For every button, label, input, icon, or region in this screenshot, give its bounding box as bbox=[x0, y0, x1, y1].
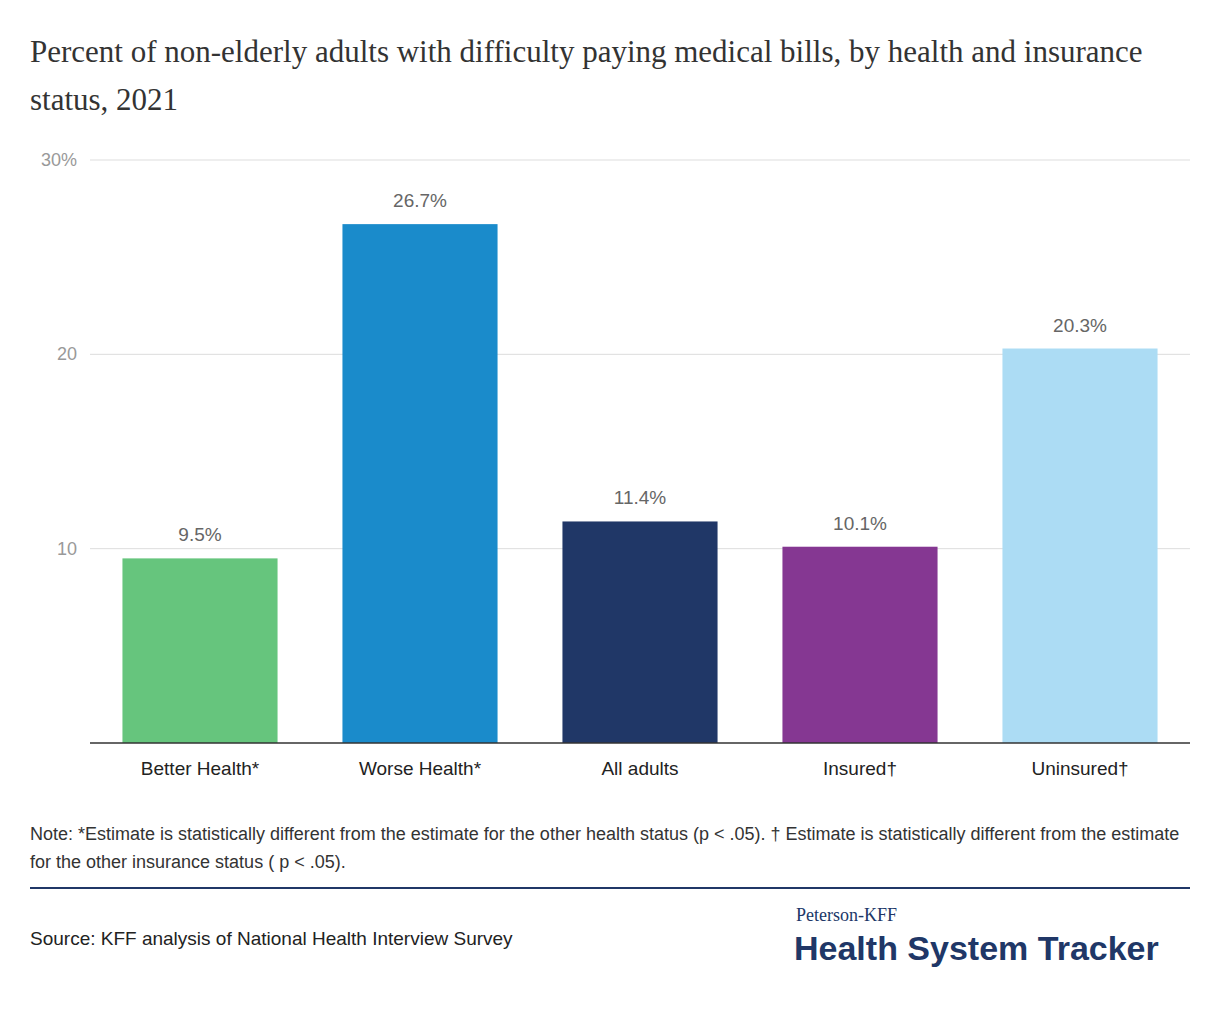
bar bbox=[562, 521, 717, 743]
category-label: Worse Health* bbox=[359, 758, 482, 779]
note: Note: *Estimate is statistically differe… bbox=[30, 820, 1195, 876]
tick-label: 30% bbox=[41, 150, 77, 170]
data-label: 20.3% bbox=[1053, 315, 1107, 336]
data-label: 11.4% bbox=[614, 487, 667, 508]
data-label: 26.7% bbox=[393, 190, 447, 211]
bar bbox=[122, 558, 277, 743]
data-label: 9.5% bbox=[178, 524, 221, 545]
category-label: Insured† bbox=[823, 758, 897, 779]
bar bbox=[782, 547, 937, 743]
brand-top: Peterson-KFF bbox=[796, 905, 897, 926]
category-label: Better Health* bbox=[141, 758, 260, 779]
bar bbox=[1002, 349, 1157, 743]
bars bbox=[122, 224, 1157, 743]
category-label: Uninsured† bbox=[1031, 758, 1128, 779]
divider bbox=[30, 887, 1190, 889]
source: Source: KFF analysis of National Health … bbox=[30, 928, 513, 950]
x-axis bbox=[90, 742, 1190, 744]
category-label: All adults bbox=[601, 758, 678, 779]
title: Percent of non-elderly adults with diffi… bbox=[30, 28, 1170, 124]
tick-label: 10 bbox=[57, 539, 77, 559]
tick-label: 20 bbox=[57, 344, 77, 364]
brand-main: Health System Tracker bbox=[794, 929, 1159, 968]
data-label: 10.1% bbox=[833, 513, 887, 534]
grid-line bbox=[90, 160, 1190, 161]
bar bbox=[342, 224, 497, 743]
chart: 10 20 30% 9.5% Better Health* 26.7% Worse Heal… bbox=[0, 0, 1220, 1020]
